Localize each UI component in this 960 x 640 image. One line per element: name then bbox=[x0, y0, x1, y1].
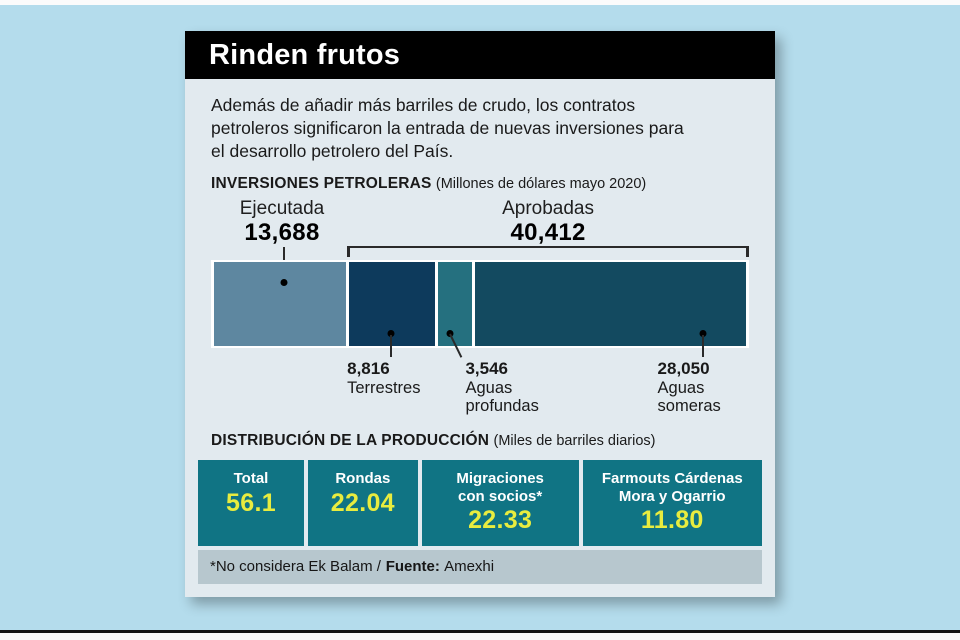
production-box-rondas-label: Rondas bbox=[335, 470, 391, 488]
executed-label: Ejecutada bbox=[239, 198, 325, 220]
production-heading: DISTRIBUCIÓN DE LA PRODUCCIÓN (Miles de … bbox=[211, 432, 749, 450]
bar-segment-aguas-profundas bbox=[437, 262, 472, 347]
production-box-migraciones: Migraciones con socios* 22.33 bbox=[421, 460, 579, 547]
footer-source-value: Amexhi bbox=[444, 558, 495, 576]
production-box-farmouts-value: 11.80 bbox=[640, 506, 704, 535]
executed-data-dot bbox=[280, 279, 288, 287]
production-box-migraciones-label: Migraciones con socios* bbox=[456, 470, 544, 505]
investments-heading-note: (Millones de dólares mayo 2020) bbox=[435, 176, 647, 193]
terrestres-data-dot bbox=[387, 330, 395, 338]
source-footer: *No considera Ek Balam / Fuente: Amexhi bbox=[198, 550, 762, 585]
production-box-total: Total 56.1 bbox=[198, 460, 304, 547]
investments-heading-title: INVERSIONES PETROLERAS bbox=[211, 175, 432, 193]
executed-value: 13,688 bbox=[244, 219, 320, 247]
production-box-migraciones-value: 22.33 bbox=[468, 506, 533, 535]
approved-group-label: Aprobadas 40,412 bbox=[347, 198, 749, 246]
production-box-total-value: 56.1 bbox=[226, 488, 276, 517]
approved-label: Aprobadas bbox=[502, 198, 594, 220]
aguas-profundas-data-dot bbox=[446, 330, 454, 338]
production-box-total-label: Total bbox=[233, 470, 269, 488]
terrestres-label: Terrestres bbox=[347, 379, 421, 398]
aguas-profundas-label: Aguas profundas bbox=[465, 379, 539, 416]
stacked-bar bbox=[214, 262, 747, 347]
investments-heading: INVERSIONES PETROLERAS (Millones de dóla… bbox=[211, 175, 749, 193]
executed-group-label: Ejecutada 13,688 bbox=[217, 198, 347, 246]
terrestres-label-group: 8,816 Terrestres bbox=[347, 359, 420, 397]
footer-note: *No considera Ek Balam / bbox=[210, 558, 381, 576]
approved-bracket bbox=[347, 245, 749, 257]
investments-bar-chart: Ejecutada 13,688 Aprobadas 40,412 8,816 bbox=[211, 196, 749, 422]
page-title: Rinden frutos bbox=[209, 38, 401, 71]
bar-segment-ejecutada bbox=[214, 262, 347, 347]
terrestres-value: 8,816 bbox=[347, 359, 390, 379]
intro-line-1: Además de añadir más barriles de crudo, … bbox=[211, 95, 636, 115]
production-heading-title: DISTRIBUCIÓN DE LA PRODUCCIÓN bbox=[211, 432, 490, 450]
aguas-someras-label: Aguas someras bbox=[657, 379, 721, 416]
intro-text: Además de añadir más barriles de crudo, … bbox=[185, 79, 775, 165]
aguas-profundas-value: 3,546 bbox=[465, 359, 509, 379]
aguas-someras-leader-line bbox=[702, 335, 705, 358]
terrestres-leader-line bbox=[390, 335, 393, 358]
intro-line-2: petroleros significaron la entrada de nu… bbox=[211, 118, 684, 139]
production-box-rondas: Rondas 22.04 bbox=[307, 460, 418, 547]
aguas-someras-label-group: 28,050 Aguas someras bbox=[658, 359, 744, 415]
title-bar: Rinden frutos bbox=[185, 31, 775, 79]
production-heading-note: (Miles de barriles diarios) bbox=[493, 433, 656, 450]
approved-value: 40,412 bbox=[510, 219, 586, 247]
intro-line-3: el desarrollo petrolero del País. bbox=[211, 141, 454, 162]
page-frame-bottom bbox=[0, 630, 960, 640]
production-box-farmouts: Farmouts Cárdenas Mora y Ogarrio 11.80 bbox=[582, 460, 762, 547]
aguas-profundas-label-group: 3,546 Aguas profundas bbox=[465, 359, 551, 415]
production-box-farmouts-label: Farmouts Cárdenas Mora y Ogarrio bbox=[601, 470, 743, 505]
infographic-card: Rinden frutos Además de añadir más barri… bbox=[185, 31, 775, 598]
page-frame-top bbox=[0, 0, 960, 5]
production-box-rondas-value: 22.04 bbox=[330, 488, 395, 517]
footer-source-label: Fuente: bbox=[385, 558, 440, 576]
aguas-someras-value: 28,050 bbox=[657, 359, 710, 379]
production-boxes-row: Total 56.1 Rondas 22.04 Migraciones con … bbox=[198, 460, 762, 547]
aguas-someras-data-dot bbox=[699, 330, 707, 338]
bar-chart-area bbox=[211, 260, 749, 349]
